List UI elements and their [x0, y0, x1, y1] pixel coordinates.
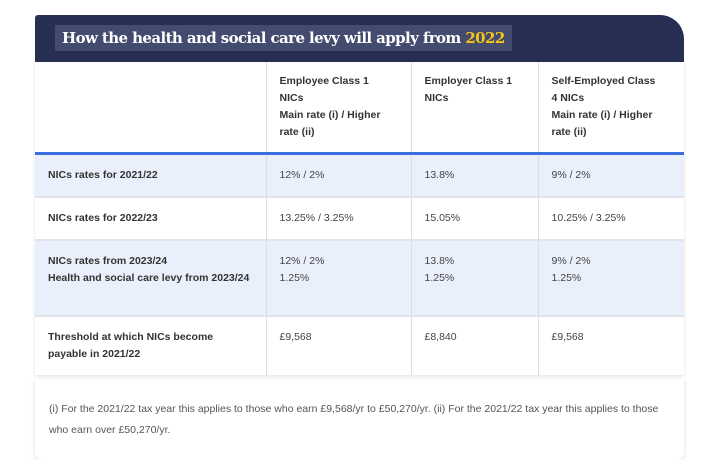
header-employee: Employee Class 1 NICs Main rate (i) / High…: [265, 62, 411, 155]
row-value: 9% / 2%: [537, 152, 684, 197]
row-label: NICs rates for 2022/23: [35, 196, 266, 240]
row-value: 15.05%: [410, 196, 538, 240]
table-row: NICs rates from 2023/24 Health and social…: [35, 239, 684, 316]
table-row: NICs rates for 2022/23 13.25% / 3.25% 15.0…: [35, 196, 684, 240]
row-value: 13.8% 1.25%: [410, 239, 538, 316]
row-value: £9,568: [537, 315, 684, 375]
row-value: £9,568: [265, 315, 411, 375]
row-value: 9% / 2% 1.25%: [537, 239, 684, 316]
footnote: (i) For the 2021/22 tax year this applie…: [35, 379, 684, 459]
row-value: 13.8%: [410, 152, 538, 197]
header-cell: [35, 62, 266, 155]
nics-table: Employee Class 1 NICs Main rate (i) / High…: [35, 62, 684, 375]
card-title: How the health and social care levy will…: [55, 25, 512, 51]
header-self-employed: Self-Employed Class 4 NICs Main rate (i) /…: [537, 62, 684, 155]
header-employer: Employer Class 1 NICs: [410, 62, 538, 155]
row-value: 13.25% / 3.25%: [265, 196, 411, 240]
table-row: Threshold at which NICs become payable i…: [35, 315, 684, 375]
row-label: NICs rates for 2021/22: [35, 152, 266, 197]
row-value: 10.25% / 3.25%: [537, 196, 684, 240]
card-header: How the health and social care levy will…: [35, 15, 684, 62]
title-year: 2022: [465, 29, 505, 47]
table-row: NICs rates for 2021/22 12% / 2% 13.8% 9% / …: [35, 152, 684, 197]
levy-card: How the health and social care levy will…: [35, 15, 684, 459]
row-label: NICs rates from 2023/24 Health and social…: [35, 239, 266, 316]
row-value: £8,840: [410, 315, 538, 375]
row-value: 12% / 2% 1.25%: [265, 239, 411, 316]
row-label: Threshold at which NICs become payable i…: [35, 315, 266, 375]
header-row: Employee Class 1 NICs Main rate (i) / High…: [35, 62, 684, 155]
title-text: How the health and social care levy will…: [62, 29, 466, 47]
row-value: 12% / 2%: [265, 152, 411, 197]
